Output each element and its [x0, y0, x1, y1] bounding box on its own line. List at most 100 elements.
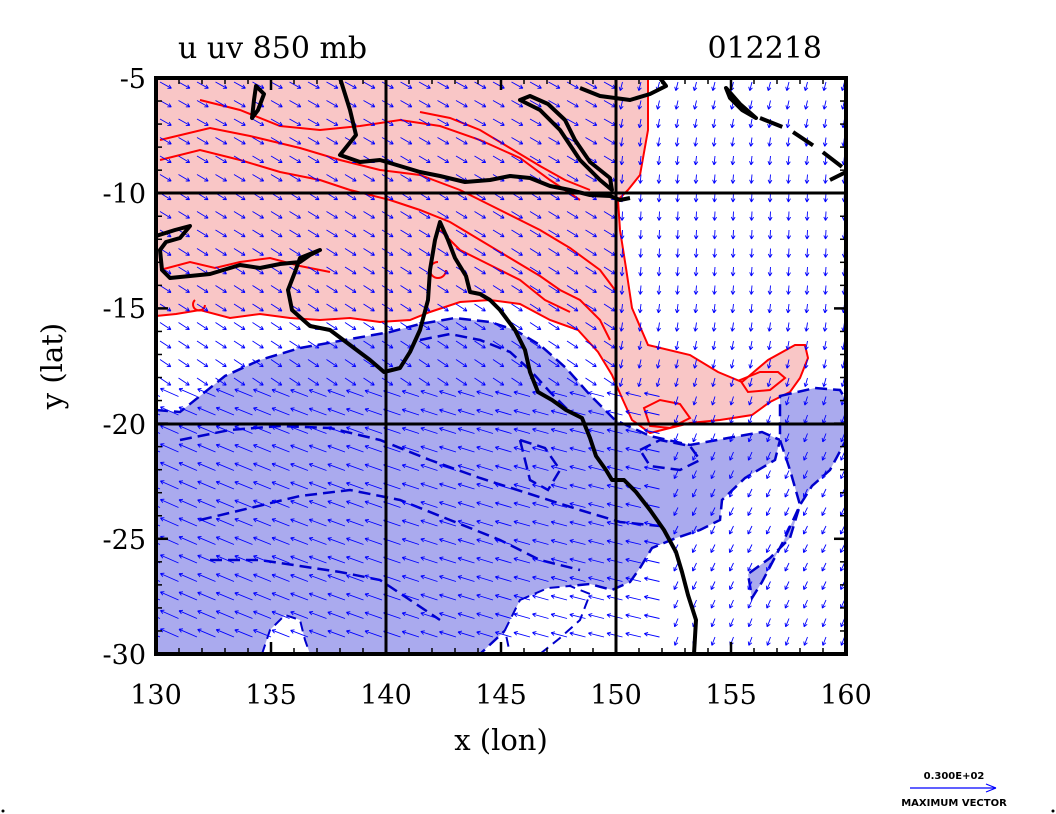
wind-vector	[550, 501, 568, 508]
wind-vector	[178, 498, 198, 508]
wind-vector	[730, 211, 736, 221]
wind-vector	[766, 433, 771, 443]
wind-vector	[730, 266, 736, 277]
wind-vector	[511, 248, 523, 256]
wind-vector	[840, 470, 845, 480]
wind-vector	[364, 389, 383, 397]
wind-vector	[215, 285, 227, 293]
wind-vector	[674, 81, 679, 92]
wind-vector	[693, 322, 698, 332]
wind-vector	[178, 387, 198, 397]
wind-vector	[765, 525, 771, 535]
wind-vector	[710, 470, 716, 480]
wind-vector	[511, 155, 524, 164]
wind-vector	[178, 517, 198, 527]
wind-vector	[401, 463, 420, 471]
wind-vector	[693, 266, 699, 277]
wind-vector	[400, 174, 413, 182]
wind-vector	[692, 359, 698, 369]
wind-vector	[674, 100, 680, 110]
wind-vector	[566, 359, 579, 368]
wind-vector	[511, 322, 523, 331]
wind-vector	[803, 396, 809, 406]
wind-vector	[196, 285, 209, 293]
wind-vector	[786, 211, 791, 221]
wind-vector	[346, 463, 364, 471]
wind-vector	[749, 285, 754, 295]
wind-vector	[290, 425, 309, 434]
wind-vector	[364, 537, 383, 545]
wind-vector	[160, 517, 179, 527]
wind-vector	[401, 630, 420, 638]
wind-vector	[692, 451, 697, 461]
wind-vector	[784, 562, 790, 572]
wind-vector	[802, 581, 808, 590]
wind-vector	[625, 465, 642, 471]
wind-vector	[550, 464, 568, 471]
wind-vector	[693, 248, 699, 258]
wind-vector	[673, 488, 679, 498]
wind-vector	[271, 407, 290, 416]
wind-vector	[233, 229, 246, 238]
wind-vector	[400, 377, 412, 386]
wind-vector	[400, 211, 412, 219]
wind-vector	[196, 322, 209, 331]
wind-vector	[400, 155, 413, 164]
wind-vector	[532, 464, 549, 471]
wind-vector	[566, 248, 579, 256]
wind-vector	[730, 137, 735, 147]
wind-vector	[492, 155, 505, 164]
wind-vector	[529, 211, 542, 219]
wind-vector	[270, 285, 283, 293]
wind-vector	[344, 229, 357, 238]
wind-vector	[196, 303, 209, 312]
wind-vector	[494, 556, 512, 564]
wind-vector	[420, 426, 438, 434]
wind-vector	[532, 409, 549, 416]
wind-vector	[178, 628, 198, 638]
wind-vector	[439, 426, 457, 434]
wind-vector	[767, 211, 773, 221]
wind-vector	[271, 444, 290, 453]
wind-vector	[308, 518, 327, 527]
wind-vector	[476, 445, 494, 453]
wind-vector	[711, 303, 717, 314]
wind-vector	[252, 248, 264, 256]
wind-vector	[455, 340, 468, 349]
island-outline-1	[518, 94, 614, 192]
wind-vector	[307, 118, 320, 126]
wind-vector	[400, 118, 413, 126]
wind-vector	[569, 575, 586, 582]
wind-vector	[569, 390, 586, 397]
wind-vector	[178, 591, 198, 601]
wind-vector	[693, 174, 699, 184]
wind-vector	[400, 285, 412, 293]
wind-vector	[785, 377, 790, 388]
wind-vector	[691, 488, 697, 498]
wind-vector	[548, 359, 560, 368]
wind-vector	[766, 636, 771, 646]
y-tick-label: -25	[103, 525, 146, 556]
wind-vector	[289, 211, 301, 219]
wind-vector	[437, 322, 449, 331]
wind-vector	[529, 340, 542, 349]
wind-vector	[215, 100, 228, 108]
wind-vector	[457, 575, 475, 582]
wind-vector	[550, 631, 568, 638]
wind-vector	[637, 100, 643, 110]
wind-vector	[326, 359, 338, 368]
wind-vector	[618, 359, 624, 369]
wind-vector	[420, 556, 438, 564]
wind-vector	[308, 610, 327, 619]
wind-vector	[178, 155, 191, 164]
wind-vector	[178, 248, 190, 256]
wind-vector	[215, 340, 227, 349]
wind-vector	[513, 575, 531, 582]
wind-vector	[270, 118, 283, 126]
wind-vector	[729, 451, 734, 461]
wind-vector	[476, 501, 494, 508]
wind-vector	[822, 377, 827, 388]
wind-vector	[381, 137, 394, 145]
wind-vector	[364, 611, 383, 619]
wind-vector	[289, 229, 301, 238]
